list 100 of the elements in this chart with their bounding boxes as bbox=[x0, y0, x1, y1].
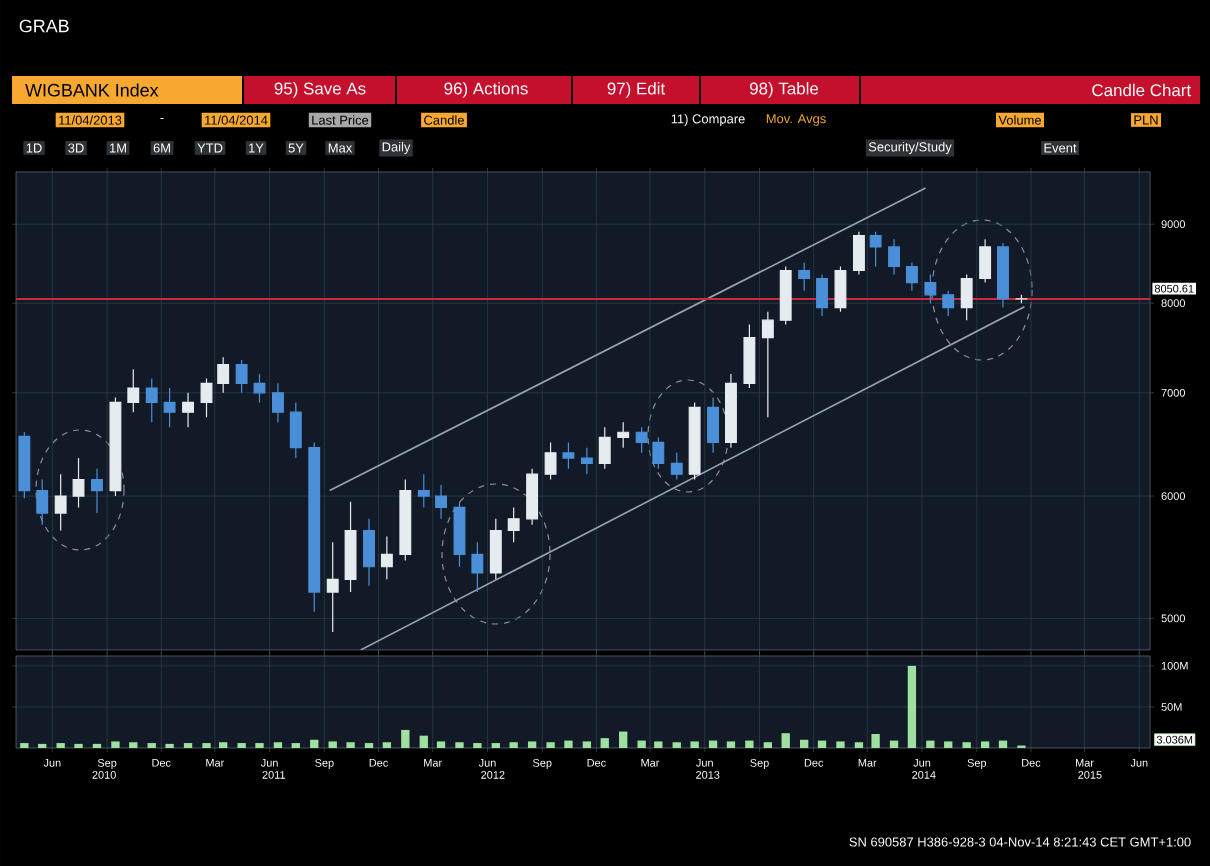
bar bbox=[926, 740, 935, 748]
candlestick bbox=[598, 426, 611, 470]
bar bbox=[527, 741, 537, 748]
text: Candle Chart bbox=[1092, 83, 1192, 97]
bar bbox=[745, 740, 754, 748]
candlestick bbox=[707, 396, 720, 454]
chart-title: WIGBANK Index bbox=[25, 83, 159, 97]
candlestick bbox=[779, 265, 792, 326]
text: 98) Table bbox=[749, 82, 819, 98]
bar bbox=[273, 742, 283, 748]
candlestick bbox=[163, 387, 176, 428]
candlestick bbox=[979, 238, 992, 284]
candlestick bbox=[670, 452, 683, 481]
bar bbox=[944, 741, 953, 748]
bar bbox=[654, 741, 663, 748]
bar bbox=[962, 742, 971, 748]
bar bbox=[546, 742, 555, 748]
bar bbox=[419, 735, 428, 748]
candlestick bbox=[54, 473, 67, 532]
bar bbox=[781, 733, 790, 748]
candlestick bbox=[507, 506, 520, 543]
candlestick bbox=[217, 356, 230, 394]
bar bbox=[219, 742, 228, 748]
bar bbox=[763, 742, 773, 748]
bar bbox=[980, 741, 990, 748]
candlestick bbox=[562, 441, 575, 470]
candlestick bbox=[399, 478, 412, 562]
candlestick bbox=[271, 382, 284, 423]
bar bbox=[672, 742, 681, 748]
text: 95) Save As bbox=[274, 82, 366, 98]
candlestick bbox=[253, 373, 266, 403]
candlestick bbox=[344, 501, 357, 593]
candlestick bbox=[816, 273, 828, 317]
candlestick bbox=[688, 401, 701, 481]
candlestick bbox=[453, 501, 466, 568]
candlestick bbox=[326, 541, 339, 633]
candlestick bbox=[834, 265, 847, 313]
bar bbox=[129, 742, 138, 748]
bar bbox=[817, 740, 827, 748]
bar bbox=[690, 741, 699, 748]
bar bbox=[889, 740, 899, 748]
bar bbox=[799, 739, 809, 748]
bar bbox=[455, 742, 464, 748]
candlestick bbox=[36, 478, 49, 526]
bar bbox=[907, 665, 917, 748]
candlestick bbox=[942, 290, 955, 317]
candlestick bbox=[289, 401, 302, 459]
candlestick bbox=[798, 261, 811, 292]
candlestick bbox=[544, 441, 557, 481]
candlestick bbox=[489, 518, 502, 580]
candlestick bbox=[182, 392, 195, 428]
candlestick bbox=[635, 426, 648, 454]
candlestick bbox=[145, 377, 158, 423]
bar bbox=[328, 741, 337, 748]
candlestick bbox=[924, 273, 937, 304]
candlestick bbox=[200, 377, 213, 418]
candlestick bbox=[580, 447, 593, 475]
bar bbox=[310, 739, 319, 748]
bar bbox=[836, 741, 845, 748]
candlestick bbox=[960, 273, 973, 321]
bar bbox=[871, 734, 880, 748]
text: GRAB bbox=[19, 19, 69, 33]
bar bbox=[619, 731, 628, 748]
bar bbox=[582, 741, 592, 748]
candlestick bbox=[743, 324, 756, 389]
bar bbox=[708, 740, 718, 748]
text: 96) Actions bbox=[444, 82, 528, 98]
text: 97) Edit bbox=[607, 82, 666, 98]
candlestick bbox=[91, 468, 103, 514]
candlestick bbox=[617, 421, 630, 449]
bar bbox=[382, 742, 392, 748]
candlestick bbox=[997, 242, 1009, 309]
bar bbox=[401, 729, 410, 748]
bar bbox=[564, 740, 573, 748]
candlestick bbox=[1015, 294, 1028, 304]
candlestick bbox=[869, 231, 882, 268]
candlestick bbox=[724, 373, 737, 449]
bar bbox=[726, 741, 736, 748]
bar bbox=[998, 740, 1008, 748]
candlestick bbox=[308, 441, 321, 613]
candlestick bbox=[652, 436, 665, 470]
bar bbox=[111, 741, 120, 748]
candlestick bbox=[761, 311, 774, 418]
candlestick bbox=[72, 457, 85, 508]
bar bbox=[436, 741, 446, 748]
bar bbox=[600, 738, 609, 748]
candlestick bbox=[888, 238, 900, 276]
candlestick bbox=[235, 359, 248, 394]
bar bbox=[509, 742, 518, 748]
bar bbox=[346, 742, 355, 748]
candlestick bbox=[435, 484, 447, 520]
bar bbox=[637, 740, 646, 748]
candlestick bbox=[18, 431, 31, 499]
candlestick bbox=[526, 468, 539, 526]
bar bbox=[854, 742, 864, 748]
candlestick bbox=[905, 261, 918, 292]
candlestick bbox=[363, 518, 375, 587]
candlestick bbox=[109, 396, 122, 497]
candlestick bbox=[471, 541, 484, 593]
candlestick bbox=[127, 368, 140, 413]
